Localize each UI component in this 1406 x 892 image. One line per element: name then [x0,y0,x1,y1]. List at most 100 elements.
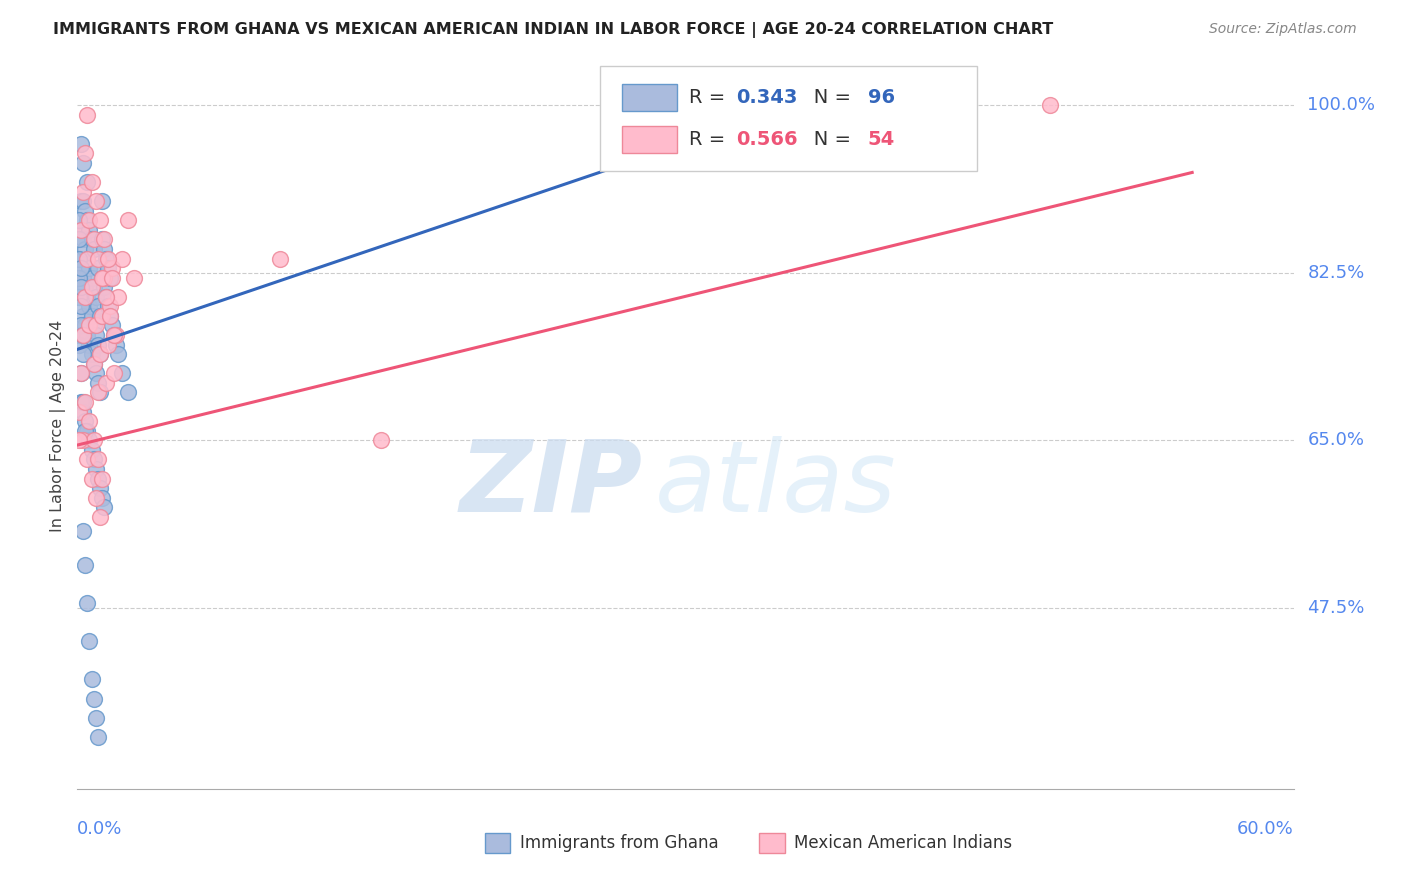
Point [70,261,93,276]
Point [86,337,108,351]
Text: 0.566: 0.566 [737,130,799,149]
FancyBboxPatch shape [600,66,977,171]
Point [75,146,97,161]
Point [80,232,103,246]
Point [72,328,94,343]
Point [86,299,108,313]
Point [80,175,103,189]
Point [67,270,90,285]
Text: 96: 96 [868,87,896,107]
Point [80,280,103,294]
Point [72,156,94,170]
Point [83,232,105,246]
Point [86,452,108,467]
Point [86,471,108,485]
Point [83,434,105,448]
Point [75,395,97,409]
Point [79,414,101,428]
Point [79,634,101,648]
Point [83,357,105,371]
Point [67,337,90,351]
Point [103,328,125,343]
Point [93,500,115,515]
Point [72,185,94,199]
Point [76,175,98,189]
Point [90,194,112,208]
Point [70,367,93,381]
Point [80,673,103,687]
Point [75,280,97,294]
Point [80,270,103,285]
Text: atlas: atlas [655,435,897,533]
Point [117,385,139,400]
Point [786,98,808,112]
Point [75,424,97,438]
Text: R =: R = [689,87,731,107]
Point [79,434,101,448]
Point [89,347,111,361]
Text: 65.0%: 65.0% [1308,431,1364,450]
Point [75,558,97,572]
Point [84,367,107,381]
Point [98,309,121,323]
Point [107,347,129,361]
Point [107,290,129,304]
Point [83,318,105,333]
Point [79,318,101,333]
Point [97,261,120,276]
Point [80,471,103,485]
Point [80,309,103,323]
Point [93,280,115,294]
Point [76,108,98,122]
Text: 47.5%: 47.5% [1308,599,1365,616]
Point [89,309,111,323]
Point [89,347,111,361]
Text: 100.0%: 100.0% [1308,96,1375,114]
Y-axis label: In Labor Force | Age 20-24: In Labor Force | Age 20-24 [51,320,66,532]
Text: 0.343: 0.343 [737,87,797,107]
Point [93,232,115,246]
Text: 60.0%: 60.0% [1237,820,1294,838]
Point [67,213,90,227]
Point [76,213,98,227]
Point [98,309,121,323]
Point [83,242,105,256]
Point [79,299,101,313]
Point [70,261,93,276]
Point [94,290,117,304]
Point [122,270,145,285]
Text: N =: N = [794,87,858,107]
Point [84,318,107,333]
Point [67,290,90,304]
Point [76,252,98,266]
Text: IMMIGRANTS FROM GHANA VS MEXICAN AMERICAN INDIAN IN LABOR FORCE | AGE 20-24 CORR: IMMIGRANTS FROM GHANA VS MEXICAN AMERICA… [53,22,1053,38]
Point [86,261,108,276]
Point [101,261,124,276]
Text: ZIP: ZIP [460,435,643,533]
Text: Mexican American Indians: Mexican American Indians [794,834,1012,852]
Point [76,452,98,467]
Point [84,290,107,304]
Point [86,730,108,744]
Point [67,434,90,448]
Point [80,347,103,361]
Point [83,357,105,371]
Point [370,434,392,448]
Point [79,261,101,276]
Point [70,367,93,381]
Point [76,328,98,343]
Point [75,414,97,428]
Point [90,270,112,285]
Point [89,385,111,400]
Point [93,270,115,285]
Point [72,328,94,343]
Point [94,290,117,304]
Point [67,232,90,246]
Point [75,203,97,218]
Point [72,232,94,246]
Point [83,691,105,706]
Point [75,290,97,304]
FancyBboxPatch shape [485,833,510,853]
Point [84,462,107,476]
Point [72,194,94,208]
